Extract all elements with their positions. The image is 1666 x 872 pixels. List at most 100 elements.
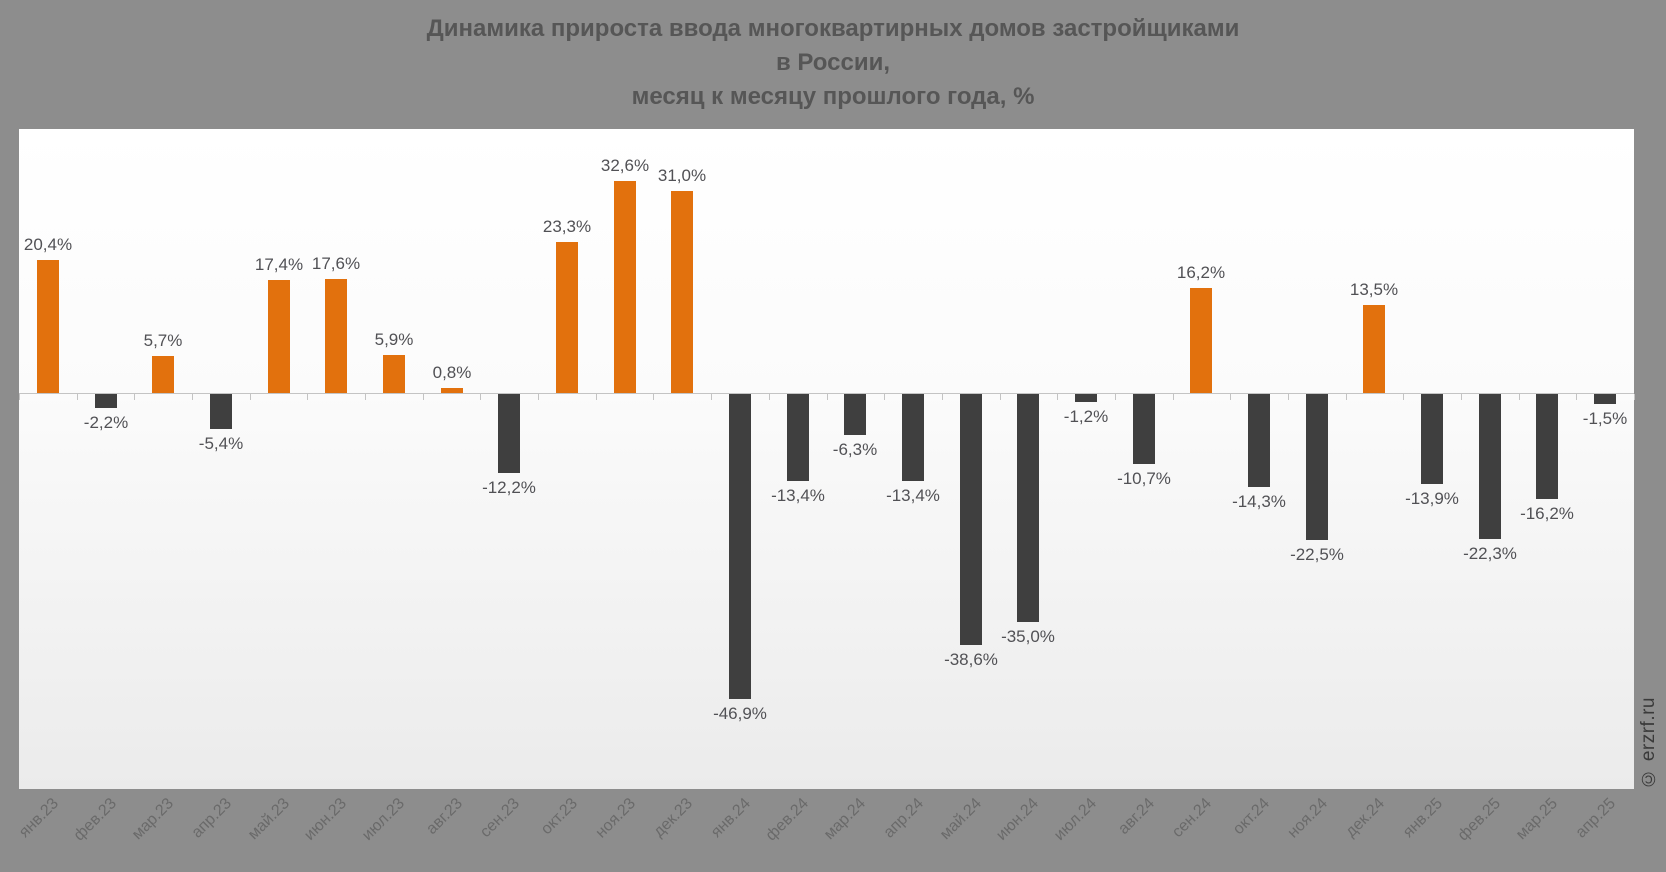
value-label: 16,2%: [1176, 263, 1226, 282]
x-axis-tick: [1115, 394, 1116, 400]
watermark: © erzrf.ru: [1638, 696, 1659, 788]
x-axis-label: мар.25: [1512, 795, 1562, 844]
bar-авг.23[interactable]: [441, 388, 463, 393]
value-label: -13,4%: [886, 486, 940, 505]
x-axis-tick: [1346, 394, 1347, 400]
x-axis-tick: [307, 394, 308, 400]
value-label: -5,4%: [198, 434, 244, 453]
bar-янв.23[interactable]: [37, 260, 59, 393]
bar-апр.23[interactable]: [210, 394, 232, 429]
value-label: -13,9%: [1405, 489, 1459, 508]
value-label: -2,2%: [83, 413, 129, 432]
value-label: -14,3%: [1232, 492, 1286, 511]
plot-area: 20,4% -2,2% 5,7% -5,4% 17,4% 17,6% 5,9% 0,8% -12…: [19, 129, 1635, 789]
value-label: 13,5%: [1349, 280, 1399, 299]
x-axis-label: фев.25: [1454, 795, 1505, 845]
x-axis-tick: [769, 394, 770, 400]
x-axis-tick: [480, 394, 481, 400]
chart-title-line-2: в России,: [775, 49, 891, 76]
value-label: -13,4%: [771, 486, 825, 505]
bar-фев.25[interactable]: [1479, 394, 1501, 539]
bar-май.24[interactable]: [960, 394, 982, 645]
x-axis-tick: [134, 394, 135, 400]
bar-июл.24[interactable]: [1075, 394, 1097, 402]
x-axis-label: июл.23: [359, 795, 409, 844]
bar-окт.23[interactable]: [556, 242, 578, 393]
x-axis-label: апр.25: [1572, 795, 1620, 842]
x-axis-label: май.24: [936, 795, 986, 844]
bar-фев.23[interactable]: [95, 394, 117, 408]
bar-апр.24[interactable]: [902, 394, 924, 481]
x-axis-label: фев.23: [70, 795, 121, 845]
value-label: 0,8%: [432, 363, 472, 382]
x-axis-label: ноя.24: [1284, 795, 1332, 842]
value-label: -1,5%: [1582, 409, 1628, 428]
x-axis-label: ноя.23: [592, 795, 640, 842]
x-axis-tick: [1288, 394, 1289, 400]
value-label: -12,2%: [482, 478, 536, 497]
bar-янв.24[interactable]: [729, 394, 751, 699]
bar-ноя.24[interactable]: [1306, 394, 1328, 540]
value-label: 5,7%: [143, 331, 183, 350]
x-axis-label: июл.24: [1051, 795, 1101, 844]
x-axis-label: июн.24: [993, 795, 1043, 844]
bar-фев.24[interactable]: [787, 394, 809, 481]
bar-мар.25[interactable]: [1536, 394, 1558, 499]
bar-авг.24[interactable]: [1133, 394, 1155, 464]
bar-янв.25[interactable]: [1421, 394, 1443, 484]
bar-дек.24[interactable]: [1363, 305, 1385, 393]
bar-мар.24[interactable]: [844, 394, 866, 435]
x-axis-label: янв.25: [1399, 795, 1447, 842]
value-label: 32,6%: [600, 156, 650, 175]
x-axis-label: авг.24: [1115, 795, 1159, 838]
x-axis-tick: [1576, 394, 1577, 400]
value-label: 5,9%: [374, 330, 414, 349]
x-axis-tick: [365, 394, 366, 400]
value-label: 17,4%: [254, 255, 304, 274]
value-label: -38,6%: [944, 650, 998, 669]
bar-ноя.23[interactable]: [614, 181, 636, 393]
x-axis-line: [19, 393, 1634, 394]
value-label: -35,0%: [1001, 627, 1055, 646]
bar-май.23[interactable]: [268, 280, 290, 393]
x-axis-tick: [711, 394, 712, 400]
x-axis-label: дек.24: [1342, 795, 1389, 841]
bar-окт.24[interactable]: [1248, 394, 1270, 487]
value-label: -22,5%: [1290, 545, 1344, 564]
x-axis-tick: [1461, 394, 1462, 400]
x-axis-tick: [192, 394, 193, 400]
x-axis-label: окт.23: [537, 795, 582, 839]
bar-июл.23[interactable]: [383, 355, 405, 393]
x-axis-tick: [942, 394, 943, 400]
bar-сен.23[interactable]: [498, 394, 520, 473]
x-axis-tick: [1000, 394, 1001, 400]
value-label: -16,2%: [1520, 504, 1574, 523]
bar-апр.25[interactable]: [1594, 394, 1616, 404]
x-axis-tick: [19, 394, 20, 400]
chart-title-line-3: месяц к месяцу прошлого года, %: [631, 83, 1035, 110]
bar-июн.23[interactable]: [325, 279, 347, 393]
x-axis-label: сен.24: [1169, 795, 1216, 841]
x-axis-label: сен.23: [477, 795, 524, 841]
value-label: -46,9%: [713, 704, 767, 723]
x-axis-tick: [1634, 394, 1635, 400]
bar-июн.24[interactable]: [1017, 394, 1039, 622]
x-axis-tick: [653, 394, 654, 400]
x-axis-tick: [884, 394, 885, 400]
x-axis-tick: [423, 394, 424, 400]
x-axis-label: июн.23: [301, 795, 351, 844]
value-label: -1,2%: [1063, 407, 1109, 426]
bar-сен.24[interactable]: [1190, 288, 1212, 393]
value-label: 23,3%: [542, 217, 592, 236]
bar-мар.23[interactable]: [152, 356, 174, 393]
value-label: -6,3%: [832, 440, 878, 459]
x-axis-label: апр.24: [880, 795, 928, 842]
bar-дек.23[interactable]: [671, 191, 693, 393]
x-axis-label: окт.24: [1229, 795, 1274, 839]
x-axis-label: янв.23: [15, 795, 63, 842]
x-axis-tick: [1403, 394, 1404, 400]
value-label: -10,7%: [1117, 469, 1171, 488]
x-axis-label: дек.23: [650, 795, 697, 841]
x-axis-tick: [827, 394, 828, 400]
